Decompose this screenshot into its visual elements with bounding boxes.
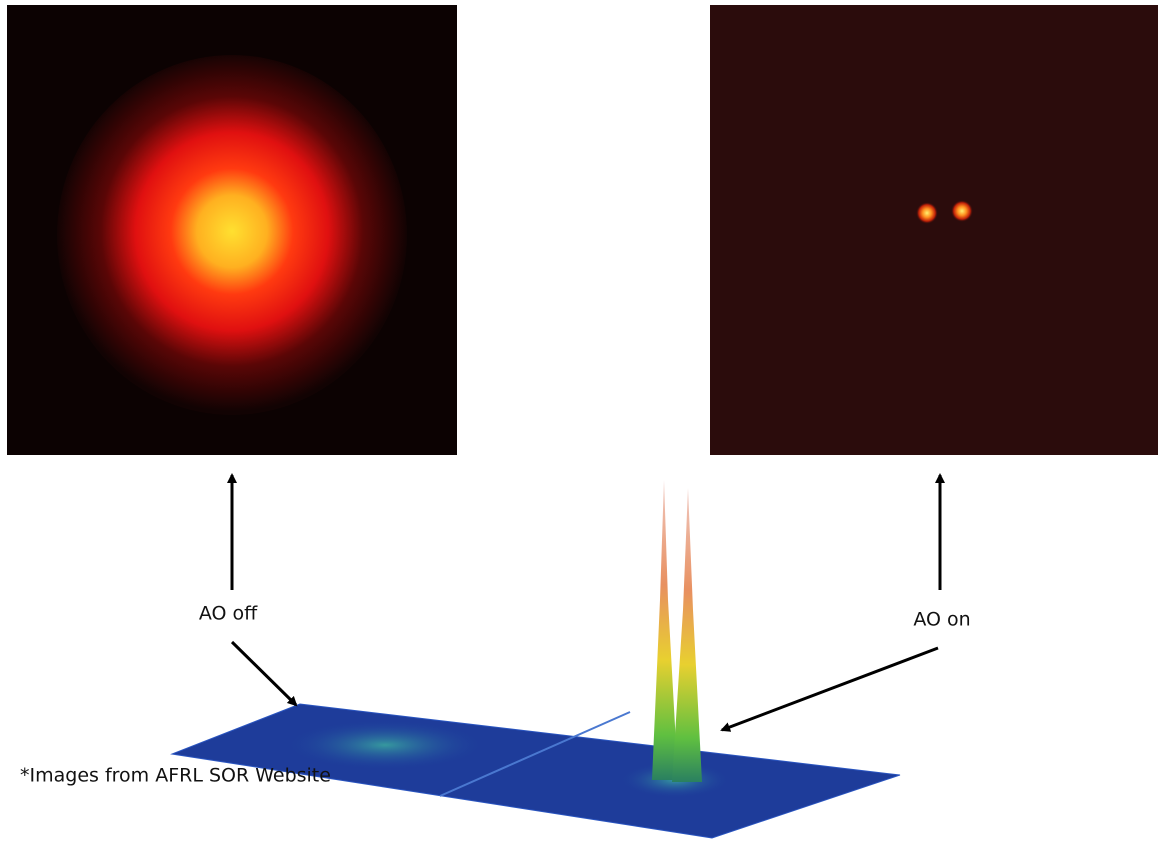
footnote: *Images from AFRL SOR Website bbox=[20, 765, 331, 787]
ao-on-image bbox=[710, 5, 1158, 455]
ao-off-label: AO off bbox=[199, 603, 258, 625]
ao-off-image bbox=[7, 5, 457, 455]
ao-on-label: AO on bbox=[913, 609, 970, 631]
arrows bbox=[227, 473, 945, 732]
surface-plot bbox=[170, 480, 901, 839]
